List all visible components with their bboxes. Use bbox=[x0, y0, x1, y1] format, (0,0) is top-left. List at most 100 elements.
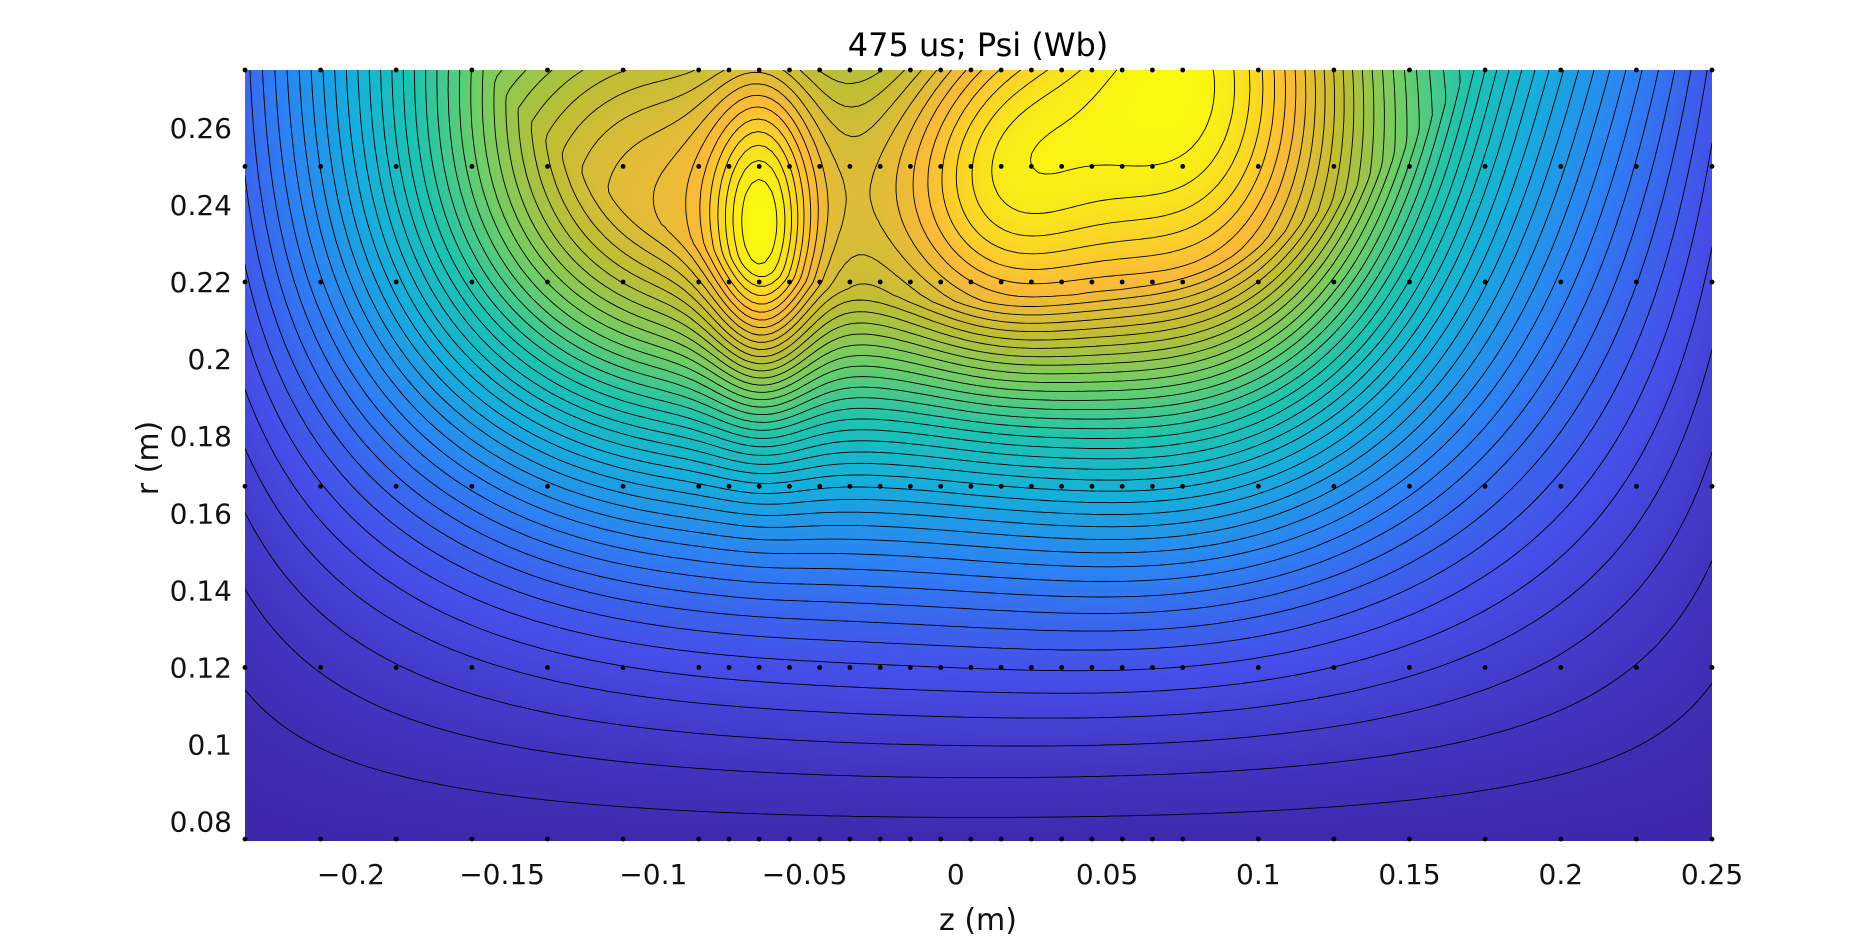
probe-point bbox=[696, 836, 702, 842]
probe-point bbox=[1180, 67, 1186, 73]
y-tick-label: 0.24 bbox=[170, 189, 232, 222]
probe-point bbox=[817, 836, 823, 842]
probe-point bbox=[998, 665, 1004, 670]
contour-line bbox=[413, 70, 1475, 439]
probe-point bbox=[1029, 164, 1034, 169]
probe-point bbox=[242, 483, 248, 489]
chart-title: 475 us; Psi (Wb) bbox=[848, 26, 1109, 64]
probe-point bbox=[877, 665, 883, 670]
probe-point bbox=[726, 164, 732, 169]
probe-point bbox=[968, 164, 974, 169]
probe-point bbox=[787, 279, 792, 285]
contour-line bbox=[245, 560, 1712, 779]
probe-point bbox=[726, 483, 732, 489]
y-tick-label: 0.16 bbox=[170, 497, 232, 530]
probe-point bbox=[877, 483, 883, 489]
contour-line bbox=[286, 70, 1627, 568]
probe-point bbox=[620, 665, 626, 670]
probe-point bbox=[817, 164, 823, 169]
probe-point bbox=[1150, 164, 1155, 169]
probe-point bbox=[545, 67, 550, 73]
probe-point bbox=[1059, 665, 1065, 670]
probe-point bbox=[469, 164, 475, 169]
probe-point bbox=[545, 836, 550, 842]
y-tick-label: 0.12 bbox=[170, 652, 232, 685]
probe-point bbox=[620, 279, 626, 285]
contour-line bbox=[391, 70, 1498, 460]
probe-point bbox=[756, 279, 762, 285]
probe-point bbox=[726, 836, 732, 842]
probe-point bbox=[817, 665, 823, 670]
probe-point bbox=[620, 836, 626, 842]
contour-line bbox=[505, 70, 1375, 379]
probe-point bbox=[1407, 164, 1412, 169]
contour-line bbox=[607, 70, 1316, 336]
probe-point bbox=[1407, 665, 1412, 670]
probe-point bbox=[908, 836, 913, 842]
contour-line bbox=[245, 70, 1692, 632]
probe-point bbox=[318, 483, 323, 489]
probe-point bbox=[1180, 665, 1186, 670]
probe-point bbox=[1709, 164, 1715, 169]
probe-point bbox=[1029, 836, 1034, 842]
plot-area bbox=[242, 67, 1715, 842]
probe-point bbox=[1180, 279, 1186, 285]
probe-point bbox=[620, 164, 626, 169]
contour-line bbox=[298, 70, 1611, 554]
contour-line bbox=[717, 70, 1264, 296]
contour-line bbox=[380, 70, 1510, 470]
contour-line bbox=[245, 451, 1712, 747]
probe-point bbox=[1558, 665, 1564, 670]
probe-point bbox=[393, 279, 399, 285]
probe-point bbox=[1634, 836, 1639, 842]
probe-point bbox=[1331, 665, 1337, 670]
probe-point bbox=[545, 665, 550, 670]
probe-point bbox=[1059, 279, 1065, 285]
y-tick-label: 0.18 bbox=[170, 420, 232, 453]
probe-point bbox=[1709, 483, 1715, 489]
probe-point bbox=[1407, 279, 1412, 285]
probe-point bbox=[877, 836, 883, 842]
contour-line bbox=[709, 70, 1276, 305]
contour-line bbox=[245, 70, 1708, 651]
probe-point bbox=[998, 164, 1004, 169]
probe-point bbox=[242, 665, 248, 670]
probe-point bbox=[1180, 483, 1186, 489]
x-tick-label: 0.1 bbox=[1236, 858, 1281, 891]
x-axis-label: z (m) bbox=[939, 903, 1017, 938]
probe-point bbox=[1119, 836, 1125, 842]
probe-point bbox=[1089, 279, 1095, 285]
x-tick-label: 0.15 bbox=[1378, 858, 1440, 891]
probe-point bbox=[1558, 483, 1564, 489]
contour-line bbox=[245, 349, 1712, 719]
contour-line bbox=[699, 70, 1286, 313]
probe-point bbox=[1255, 483, 1261, 489]
probe-point bbox=[877, 67, 883, 73]
contour-line bbox=[334, 70, 1565, 515]
contour-line bbox=[652, 70, 1307, 328]
contour-line bbox=[261, 70, 1659, 598]
y-tick-label: 0.1 bbox=[187, 729, 232, 762]
probe-point bbox=[696, 164, 702, 169]
probe-point bbox=[1089, 665, 1095, 670]
probe-point bbox=[696, 483, 702, 489]
probe-point bbox=[318, 665, 323, 670]
probe-point bbox=[393, 67, 399, 73]
probe-point bbox=[847, 836, 853, 842]
y-tick-label: 0.2 bbox=[187, 343, 232, 376]
probe-point bbox=[1558, 279, 1564, 285]
probe-point bbox=[938, 665, 944, 670]
probe-point bbox=[242, 279, 248, 285]
probe-point bbox=[318, 164, 323, 169]
probe-point bbox=[1119, 164, 1125, 169]
probe-point bbox=[1029, 665, 1034, 670]
probe-point bbox=[1709, 279, 1715, 285]
probe-point bbox=[908, 67, 913, 73]
probe-point bbox=[877, 164, 883, 169]
contour-line bbox=[458, 70, 1420, 408]
y-tick-label: 0.26 bbox=[170, 112, 232, 145]
probe-point bbox=[1255, 164, 1261, 169]
probe-point bbox=[1029, 279, 1034, 285]
probe-point bbox=[1089, 483, 1095, 489]
probe-point bbox=[696, 67, 702, 73]
